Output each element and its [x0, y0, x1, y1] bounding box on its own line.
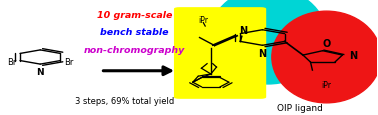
Text: bench stable: bench stable — [100, 28, 169, 37]
Text: non-chromography: non-chromography — [84, 46, 185, 55]
Text: 10 gram-scale: 10 gram-scale — [97, 10, 172, 19]
Text: N: N — [349, 51, 357, 60]
Text: iPr: iPr — [321, 80, 332, 89]
FancyBboxPatch shape — [174, 8, 266, 99]
Text: Br: Br — [64, 58, 74, 67]
Text: iPr: iPr — [198, 16, 208, 24]
Text: 3 steps, 69% total yield: 3 steps, 69% total yield — [75, 96, 175, 105]
Ellipse shape — [210, 0, 327, 84]
Text: O: O — [322, 39, 331, 49]
Text: OIP ligand: OIP ligand — [277, 103, 323, 112]
Text: N: N — [259, 49, 266, 59]
Ellipse shape — [272, 12, 378, 103]
Text: Br: Br — [7, 58, 16, 67]
Text: N: N — [36, 67, 44, 76]
Text: N: N — [239, 25, 247, 35]
